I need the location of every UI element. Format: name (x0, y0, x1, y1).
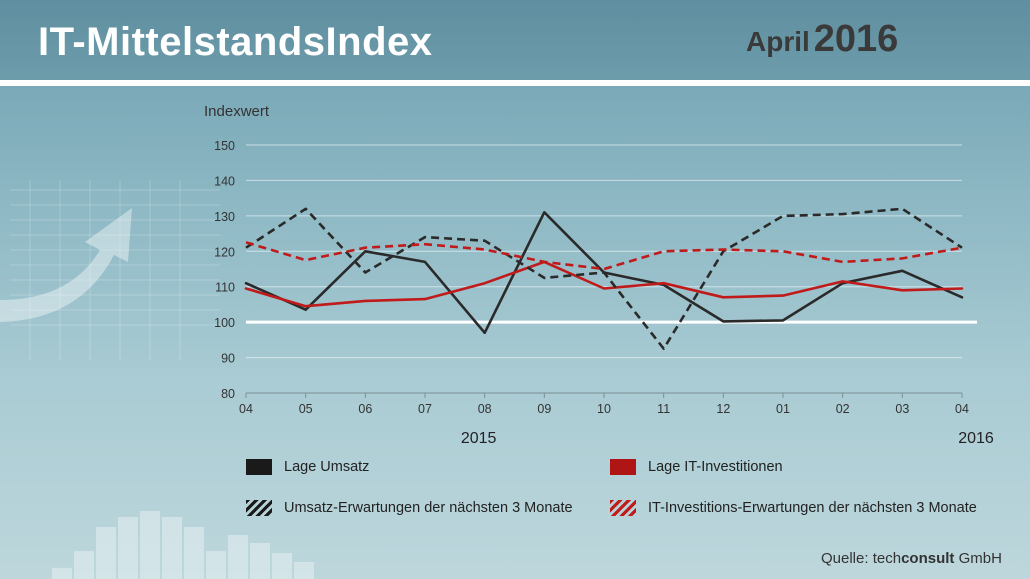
x-tick-label: 03 (895, 402, 909, 416)
x-tick-label: 09 (537, 402, 551, 416)
y-tick-label: 100 (214, 316, 235, 330)
series-line-it-investitions-erwartungen-der-nächsten-3-monate (245, 241, 963, 271)
x-tick-label: 07 (418, 402, 432, 416)
header-bar (0, 0, 1030, 80)
report-month: April (746, 26, 810, 57)
decorative-arrow-icon (0, 208, 132, 322)
y-axis-label: Indexwert (204, 103, 270, 120)
header-divider (0, 80, 1030, 86)
legend-item-lage-umsatz: Lage Umsatz (246, 459, 369, 475)
x-tick-label: 04 (955, 402, 969, 416)
source-brand: techconsult GmbH (872, 550, 1002, 567)
y-tick-label: 110 (215, 281, 235, 295)
x-tick-label: 01 (776, 402, 790, 416)
y-tick-label: 130 (214, 210, 235, 224)
x-tick-label: 04 (239, 402, 253, 416)
year-label: 2016 (958, 430, 994, 447)
decorative-grid (10, 180, 220, 360)
legend-swatch-solid-red (610, 459, 636, 475)
x-tick-label: 11 (657, 402, 670, 416)
legend-label: Lage Umsatz (284, 459, 370, 475)
chart-series (244, 207, 964, 351)
report-year: 2016 (813, 18, 899, 60)
legend-item-lage-it-investitionen: Lage IT-Investitionen (610, 459, 783, 475)
source-label: Quelle: (821, 550, 869, 567)
y-tick-label: 90 (221, 352, 235, 366)
y-tick-labels: 80 90 100 110 120 130 140 150 (214, 139, 235, 401)
y-tick-label: 120 (214, 245, 235, 259)
legend-label: Lage IT-Investitionen (648, 459, 783, 475)
series-line-umsatz-erwartungen-der-nächsten-3-monate (245, 207, 963, 351)
x-tick-labels: 04 05 06 07 08 09 10 11 12 01 02 03 04 (239, 393, 969, 416)
year-label: 2015 (461, 430, 497, 447)
x-tick-label: 06 (358, 402, 372, 416)
x-tick-label: 08 (478, 402, 492, 416)
x-tick-label: 10 (597, 402, 611, 416)
legend-swatch-hatched-red (610, 500, 636, 516)
legend-swatch-solid-black (246, 459, 272, 475)
x-tick-label: 02 (836, 402, 850, 416)
legend-swatch-hatched-black (246, 500, 272, 516)
legend-item-it-investitions-erwartungen: IT-Investitions-Erwartungen der nächsten… (610, 500, 977, 516)
x-tick-label: 05 (299, 402, 313, 416)
y-tick-label: 80 (221, 387, 235, 401)
x-tick-label: 12 (716, 402, 730, 416)
report-date: April 2016 (746, 18, 898, 61)
legend-label: IT-Investitions-Erwartungen der nächsten… (648, 500, 977, 516)
decorative-bars (52, 511, 314, 579)
y-tick-label: 150 (214, 139, 235, 153)
page-title: IT-MittelstandsIndex (38, 20, 433, 64)
year-labels: 2015 2016 (461, 430, 994, 447)
series-line-lage-it-investitionen (244, 260, 964, 308)
y-tick-label: 140 (214, 174, 235, 188)
source-credit: Quelle: techconsult GmbH (821, 550, 1002, 567)
legend-item-umsatz-erwartungen: Umsatz-Erwartungen der nächsten 3 Monate (246, 500, 573, 516)
chart-gridlines (246, 144, 962, 394)
legend-label: Umsatz-Erwartungen der nächsten 3 Monate (284, 500, 573, 516)
